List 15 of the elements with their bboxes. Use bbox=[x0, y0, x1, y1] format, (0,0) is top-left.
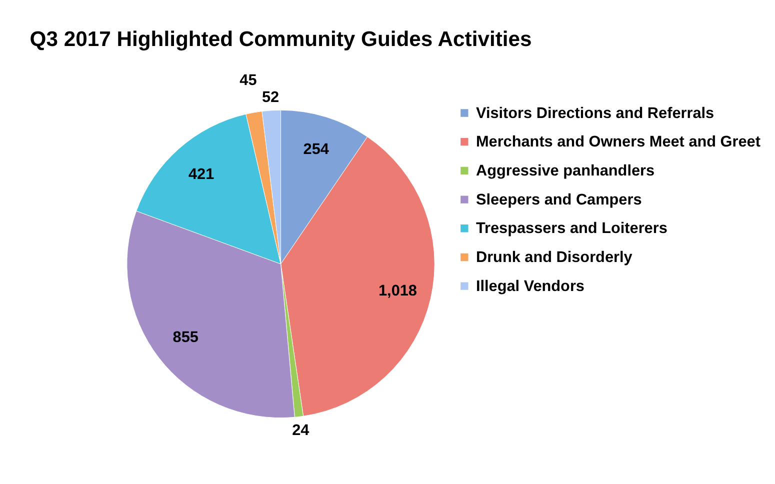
data-label: 24 bbox=[292, 422, 310, 439]
legend-label: Trespassers and Loiterers bbox=[476, 220, 668, 238]
data-label: 45 bbox=[240, 72, 258, 90]
data-label: 855 bbox=[172, 328, 199, 346]
chart-title: Q3 2017 Highlighted Community Guides Activities bbox=[30, 28, 532, 52]
legend-label: Illegal Vendors bbox=[476, 278, 584, 295]
legend-label: Visitors Directions and Referrals bbox=[476, 104, 714, 122]
legend-label: Drunk and Disorderly bbox=[476, 249, 633, 266]
data-label: 254 bbox=[303, 141, 330, 158]
legend-label: Merchants and Owners Meet and Greet bbox=[476, 134, 760, 151]
data-label: 52 bbox=[262, 88, 280, 106]
data-label: 1,018 bbox=[378, 282, 418, 300]
legend-label: Sleepers and Campers bbox=[476, 191, 642, 208]
data-label: 421 bbox=[188, 166, 215, 183]
legend-label: Aggressive panhandlers bbox=[476, 162, 655, 180]
